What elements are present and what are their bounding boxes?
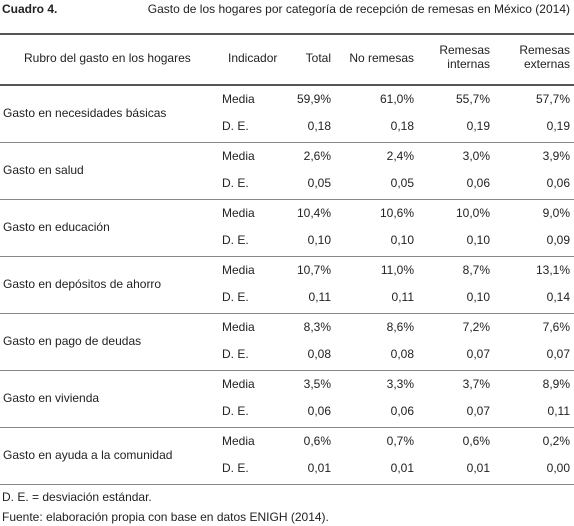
cell-value: 0,06 [466,176,490,190]
cell-value: 0,6% [462,434,490,448]
group-rule [0,427,574,428]
cell-value: 11,0% [380,263,414,277]
indicator: D. E. [222,404,249,418]
header-rule [0,84,574,86]
cell-value: 0,11 [547,404,570,418]
column-header: Rubro del gasto en los hogares [24,51,191,65]
cell-value: 0,06 [546,176,570,190]
cell-value: 0,10 [307,233,331,247]
table-label: Cuadro 4. [2,2,58,16]
cell-value: 3,5% [303,377,331,391]
cell-value: 2,4% [386,149,414,163]
cell-value: 0,11 [308,290,331,304]
cell-value: 0,01 [390,461,414,475]
row-label: Gasto en pago de deudas [3,334,142,348]
column-header: Remesas internas [439,43,490,71]
cell-value: 0,7% [386,434,414,448]
column-header: Remesas externas [519,43,570,71]
cell-value: 0,6% [303,434,331,448]
bottom-rule [0,484,574,485]
column-header: Indicador [228,51,278,65]
top-rule [0,33,574,35]
column-header: No remesas [349,51,414,65]
cell-value: 10,6% [379,206,414,220]
cell-value: 0,2% [542,434,570,448]
cell-value: 0,00 [546,461,570,475]
indicator: D. E. [222,290,249,304]
cell-value: 0,01 [307,461,331,475]
group-rule [0,313,574,314]
cell-value: 0,18 [307,119,331,133]
cell-value: 0,18 [390,119,414,133]
cell-value: 0,06 [390,404,414,418]
indicator: D. E. [222,461,249,475]
cell-value: 8,3% [303,320,331,334]
cell-value: 3,3% [386,377,414,391]
indicator: Media [222,377,255,391]
cell-value: 0,07 [466,347,490,361]
cell-value: 0,01 [466,461,490,475]
cell-value: 0,07 [546,347,570,361]
cell-value: 10,0% [455,206,490,220]
indicator: Media [222,206,255,220]
table-title: Gasto de los hogares por categoría de re… [147,2,570,16]
indicator: Media [222,263,255,277]
cell-value: 0,09 [546,233,570,247]
cell-value: 57,7% [535,92,570,106]
cell-value: 3,7% [462,377,490,391]
indicator: Media [222,434,255,448]
cell-value: 0,10 [466,233,490,247]
cell-value: 0,11 [391,290,414,304]
cell-value: 55,7% [455,92,490,106]
cell-value: 9,0% [542,206,570,220]
group-rule [0,142,574,143]
cell-value: 61,0% [379,92,414,106]
cell-value: 3,9% [542,149,570,163]
indicator: D. E. [222,233,249,247]
cell-value: 13,1% [535,263,570,277]
cell-value: 8,6% [386,320,414,334]
cell-value: 0,19 [466,119,490,133]
cell-value: 59,9% [296,92,331,106]
cell-value: 0,14 [546,290,570,304]
cell-value: 7,6% [542,320,570,334]
indicator: Media [222,320,255,334]
row-label: Gasto en necesidades básicas [3,106,167,120]
cell-value: 2,6% [303,149,331,163]
row-label: Gasto en vivienda [3,391,100,405]
cell-value: 0,06 [307,404,331,418]
indicator: Media [222,149,255,163]
column-header: Total [305,51,331,65]
cell-value: 0,07 [466,404,490,418]
cell-value: 8,9% [542,377,570,391]
row-label: Gasto en salud [3,163,84,177]
cell-value: 0,08 [307,347,331,361]
footnote: D. E. = desviación estándar. [2,490,152,504]
indicator: D. E. [222,347,249,361]
group-rule [0,370,574,371]
row-label: Gasto en ayuda a la comunidad [3,448,173,462]
group-rule [0,256,574,257]
indicator: D. E. [222,119,249,133]
cell-value: 0,19 [546,119,570,133]
cell-value: 7,2% [462,320,490,334]
cell-value: 0,05 [390,176,414,190]
cell-value: 0,05 [307,176,331,190]
indicator: Media [222,92,255,106]
cell-value: 0,10 [390,233,414,247]
cell-value: 0,08 [390,347,414,361]
row-label: Gasto en educación [3,220,110,234]
cell-value: 10,4% [296,206,331,220]
cell-value: 8,7% [462,263,490,277]
footnote: Fuente: elaboración propia con base en d… [2,510,329,524]
cell-value: 3,0% [462,149,490,163]
group-rule [0,199,574,200]
cell-value: 0,10 [466,290,490,304]
cell-value: 10,7% [296,263,331,277]
row-label: Gasto en depósitos de ahorro [3,277,162,291]
indicator: D. E. [222,176,249,190]
